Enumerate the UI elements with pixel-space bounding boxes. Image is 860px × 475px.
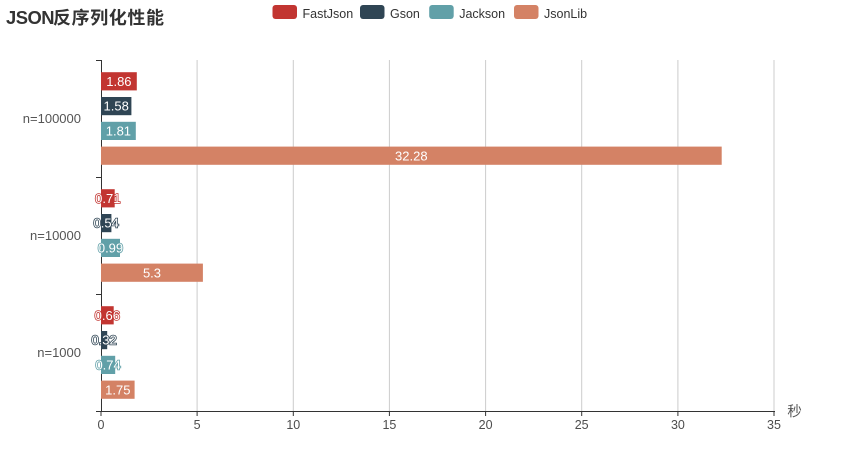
svg-text:n=100000: n=100000 xyxy=(23,111,81,126)
svg-text:0: 0 xyxy=(98,418,105,432)
svg-text:15: 15 xyxy=(382,418,396,432)
svg-text:0.99: 0.99 xyxy=(98,241,123,256)
svg-text:Jackson: Jackson xyxy=(459,7,505,21)
svg-text:32.28: 32.28 xyxy=(395,148,428,163)
svg-text:n=1000: n=1000 xyxy=(37,345,81,360)
svg-text:n=10000: n=10000 xyxy=(30,228,81,243)
svg-text:1.58: 1.58 xyxy=(104,99,129,114)
svg-text:5.3: 5.3 xyxy=(143,265,161,280)
svg-text:1.86: 1.86 xyxy=(106,74,131,89)
svg-text:0.74: 0.74 xyxy=(95,358,120,373)
svg-text:0.54: 0.54 xyxy=(94,216,119,231)
svg-text:Gson: Gson xyxy=(390,7,420,21)
svg-text:JSON: JSON xyxy=(6,7,54,28)
svg-text:10: 10 xyxy=(286,418,300,432)
svg-text:30: 30 xyxy=(671,418,685,432)
svg-text:0.66: 0.66 xyxy=(95,308,120,323)
svg-text:25: 25 xyxy=(575,418,589,432)
svg-text:20: 20 xyxy=(479,418,493,432)
svg-text:1.75: 1.75 xyxy=(105,382,130,397)
svg-text:JsonLib: JsonLib xyxy=(544,7,587,21)
svg-text:FastJson: FastJson xyxy=(303,7,354,21)
svg-text:0.32: 0.32 xyxy=(91,333,116,348)
svg-text:5: 5 xyxy=(194,418,201,432)
svg-text:0.71: 0.71 xyxy=(95,191,120,206)
svg-text:35: 35 xyxy=(767,418,781,432)
svg-text:1.81: 1.81 xyxy=(106,124,131,139)
